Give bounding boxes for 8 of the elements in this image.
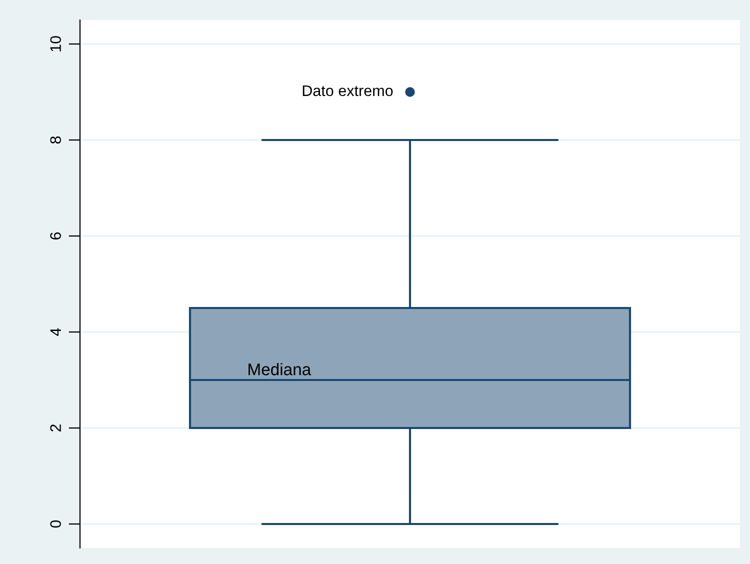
annotation: Dato extremo	[302, 85, 393, 96]
y-tick-label: 8	[50, 136, 62, 144]
y-tick-label: 2	[50, 424, 61, 432]
y-tick-label: 4	[50, 328, 61, 336]
annotation: Mediana	[248, 363, 312, 376]
y-tick-label: 10	[50, 36, 62, 52]
y-tick-label: 6	[50, 232, 62, 240]
y-tick-label: 0	[50, 520, 62, 528]
